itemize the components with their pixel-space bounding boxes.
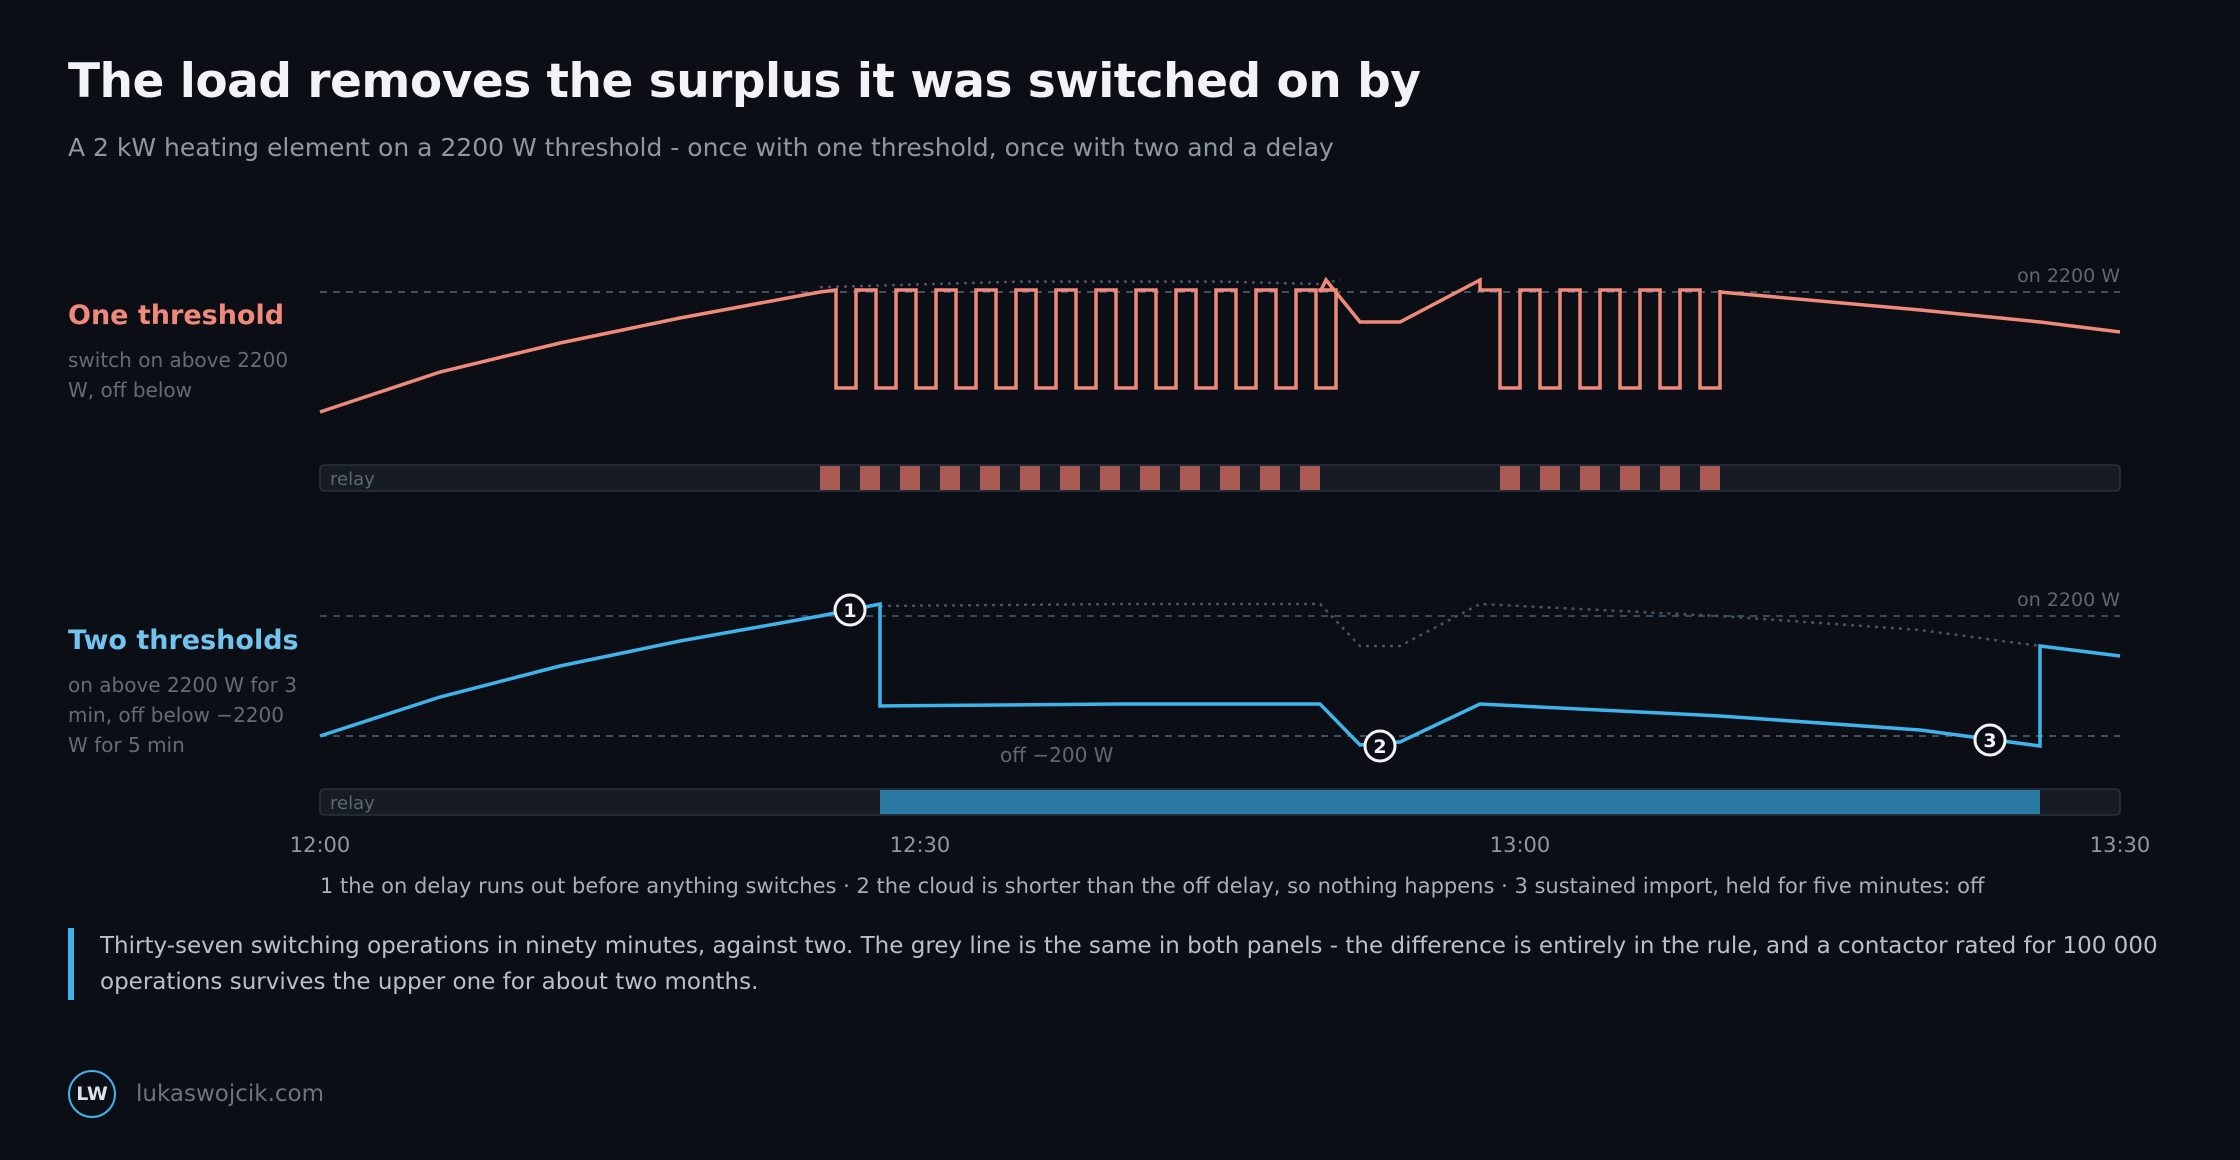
- chart-title: The load removes the surplus it was swit…: [68, 54, 1421, 109]
- x-tick-label: 13:00: [1490, 833, 1551, 857]
- relay-on-segment-panel1: [1260, 466, 1280, 490]
- callout-text: Thirty-seven switching operations in nin…: [68, 928, 2188, 1000]
- relay-on-segment-panel1: [1620, 466, 1640, 490]
- relay-on-segment-panel1: [1500, 466, 1520, 490]
- relay-on-segment-panel1: [1180, 466, 1200, 490]
- marker-1-label: 1: [843, 600, 856, 622]
- relay-on-segment-panel1: [1700, 466, 1720, 490]
- x-tick-label: 12:30: [890, 833, 951, 857]
- marker-3-circle: [1973, 723, 2007, 757]
- site-link[interactable]: lukaswojcik.com: [136, 1081, 325, 1107]
- relay-on-segment-panel1: [980, 466, 1000, 490]
- relay-on-segment-panel1: [940, 466, 960, 490]
- relay-on-segment-panel1: [860, 466, 880, 490]
- threshold-label-panel1: on 2200 W: [2017, 265, 2120, 287]
- relay-on-segment-panel1: [1580, 466, 1600, 490]
- net-power-line-panel2: [319, 601, 2121, 748]
- panel-label-one-threshold: One threshold switch on above 2200 W, of…: [68, 300, 308, 405]
- relay-on-segment-panel1: [1100, 466, 1120, 490]
- relay-label-panel2: relay: [330, 793, 375, 814]
- threshold-label-on-panel2: on 2200 W: [2017, 589, 2120, 611]
- marker-1-circle: [833, 593, 867, 627]
- relay-on-segment-panel2: [880, 790, 2040, 814]
- relay-on-segment-panel1: [1020, 466, 1040, 490]
- relay-on-segment-panel1: [1300, 466, 1320, 490]
- net-power-line-panel1: [319, 276, 2121, 414]
- marker-3-label: 3: [1983, 730, 1996, 752]
- surplus-line-panel2: [879, 602, 2041, 648]
- panel-title-one-threshold: One threshold: [68, 300, 285, 331]
- relay-on-segment-panel1: [1060, 466, 1080, 490]
- marker-2-label: 2: [1373, 736, 1386, 758]
- relay-label-panel1: relay: [330, 469, 375, 490]
- panel-title-two-thresholds: Two thresholds: [68, 625, 299, 656]
- relay-on-segment-panel1: [1660, 466, 1680, 490]
- x-tick-label: 12:00: [290, 833, 351, 857]
- relay-on-segment-panel1: [820, 466, 840, 490]
- panel-desc-two-thresholds: on above 2200 W for 3 min, off below −22…: [68, 673, 297, 757]
- marker-notes: 1 the on delay runs out before anything …: [320, 874, 1985, 898]
- chart-subtitle: A 2 kW heating element on a 2200 W thres…: [68, 133, 1334, 162]
- chart-canvas: on 2200 W relay on 2200 W off −200 W 1 2 3 rela…: [290, 265, 2151, 857]
- logo-badge: LW: [68, 1070, 116, 1118]
- relay-on-segment-panel1: [1540, 466, 1560, 490]
- threshold-label-off-panel2: off −200 W: [1000, 743, 1114, 767]
- panel-desc-one-threshold: switch on above 2200 W, off below: [68, 348, 289, 402]
- surplus-line-panel1: [819, 278, 1341, 289]
- footer: LW lukaswojcik.com: [68, 1070, 324, 1118]
- panel-label-two-thresholds: Two thresholds on above 2200 W for 3 min…: [68, 625, 308, 760]
- x-tick-label: 13:30: [2090, 833, 2151, 857]
- relay-on-segment-panel1: [1140, 466, 1160, 490]
- marker-2-circle: [1363, 729, 1397, 763]
- relay-on-segment-panel1: [1220, 466, 1240, 490]
- relay-on-segment-panel1: [900, 466, 920, 490]
